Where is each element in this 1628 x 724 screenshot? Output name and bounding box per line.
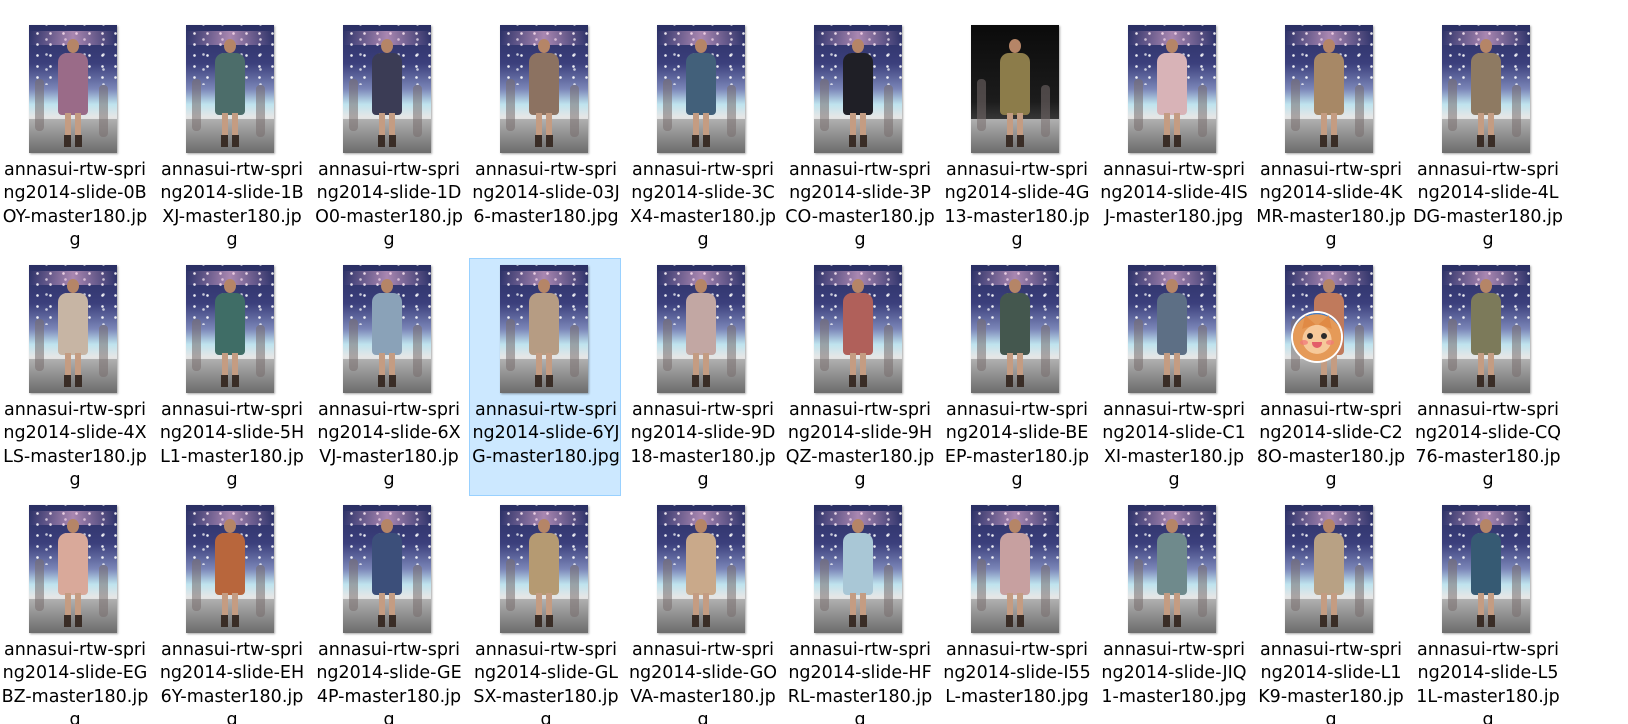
file-item[interactable]: annasui-rtw-spring2014-slide-EGBZ-master… [0,498,150,724]
image-thumbnail-icon [1285,25,1373,153]
image-thumbnail-icon [1285,265,1373,393]
file-name-label: annasui-rtw-spring2014-slide-5HL1-master… [159,400,305,490]
image-thumbnail-icon [186,265,274,393]
file-item[interactable]: annasui-rtw-spring2014-slide-1BXJ-master… [155,18,307,256]
file-item[interactable]: annasui-rtw-spring2014-slide-4G13-master… [940,18,1092,256]
file-item[interactable]: annasui-rtw-spring2014-slide-4ISJ-master… [1097,18,1249,256]
file-item[interactable]: annasui-rtw-spring2014-slide-9D18-master… [626,258,778,496]
image-thumbnail-icon [814,265,902,393]
file-name-label: annasui-rtw-spring2014-slide-4KMR-master… [1256,160,1406,250]
file-item[interactable]: annasui-rtw-spring2014-slide-C1XI-master… [1097,258,1249,496]
image-thumbnail-icon [1442,505,1530,633]
image-thumbnail-icon [657,265,745,393]
file-item[interactable]: annasui-rtw-spring2014-slide-4XLS-master… [0,258,150,496]
file-name-label: annasui-rtw-spring2014-slide-EH6Y-master… [159,640,305,724]
image-thumbnail-icon [29,25,117,153]
image-thumbnail-icon [186,25,274,153]
image-thumbnail-icon [29,265,117,393]
image-thumbnail-icon [657,25,745,153]
file-name-label: annasui-rtw-spring2014-slide-4XLS-master… [3,400,147,490]
file-item[interactable]: annasui-rtw-spring2014-slide-4KMR-master… [1254,18,1406,256]
file-name-label: annasui-rtw-spring2014-slide-GOVA-master… [628,640,778,724]
file-name-label: annasui-rtw-spring2014-slide-03J6-master… [472,160,620,227]
file-item[interactable]: annasui-rtw-spring2014-slide-GE4P-master… [312,498,464,724]
file-name-label: annasui-rtw-spring2014-slide-0BOY-master… [2,160,148,250]
file-name-label: annasui-rtw-spring2014-slide-6XVJ-master… [317,400,461,490]
image-thumbnail-icon [971,505,1059,633]
file-name-label: annasui-rtw-spring2014-slide-1DO0-master… [315,160,463,250]
file-name-label: annasui-rtw-spring2014-slide-4LDG-master… [1413,160,1563,250]
file-name-label: annasui-rtw-spring2014-slide-C28O-master… [1256,400,1406,490]
file-item[interactable]: annasui-rtw-spring2014-slide-5HL1-master… [155,258,307,496]
file-name-label: annasui-rtw-spring2014-slide-BEEP-master… [944,400,1090,490]
image-thumbnail-icon [29,505,117,633]
file-name-label: annasui-rtw-spring2014-slide-EGBZ-master… [1,640,149,724]
file-item[interactable]: annasui-rtw-spring2014-slide-1DO0-master… [312,18,464,256]
file-name-label: annasui-rtw-spring2014-slide-3CX4-master… [629,160,777,250]
file-name-label: annasui-rtw-spring2014-slide-9HQZ-master… [785,400,935,490]
image-thumbnail-icon [1442,25,1530,153]
file-item[interactable]: annasui-rtw-spring2014-slide-9HQZ-master… [783,258,935,496]
file-item[interactable]: annasui-rtw-spring2014-slide-GOVA-master… [626,498,778,724]
file-name-label: annasui-rtw-spring2014-slide-1BXJ-master… [160,160,304,250]
image-thumbnail-icon [1442,265,1530,393]
file-name-label: annasui-rtw-spring2014-slide-GE4P-master… [316,640,462,724]
image-thumbnail-icon [1128,265,1216,393]
file-name-label: annasui-rtw-spring2014-slide-L1K9-master… [1258,640,1404,724]
file-item[interactable]: annasui-rtw-spring2014-slide-CQ76-master… [1411,258,1563,496]
file-item[interactable]: annasui-rtw-spring2014-slide-6XVJ-master… [312,258,464,496]
file-name-label: annasui-rtw-spring2014-slide-HFRL-master… [787,640,933,724]
file-name-label: annasui-rtw-spring2014-slide-3PCO-master… [785,160,935,250]
image-thumbnail-icon [343,505,431,633]
file-item[interactable]: annasui-rtw-spring2014-slide-BEEP-master… [940,258,1092,496]
file-item[interactable]: annasui-rtw-spring2014-slide-3CX4-master… [626,18,778,256]
file-item[interactable]: annasui-rtw-spring2014-slide-JIQ1-master… [1097,498,1249,724]
image-thumbnail-icon [971,265,1059,393]
image-thumbnail-icon [1285,505,1373,633]
image-thumbnail-icon [500,265,588,393]
file-item[interactable]: annasui-rtw-spring2014-slide-HFRL-master… [783,498,935,724]
image-thumbnail-icon [500,505,588,633]
file-name-label: annasui-rtw-spring2014-slide-6YJG-master… [472,400,620,467]
image-thumbnail-icon [1128,25,1216,153]
file-item[interactable]: annasui-rtw-spring2014-slide-L51L-master… [1411,498,1563,724]
image-thumbnail-icon [814,505,902,633]
file-name-label: annasui-rtw-spring2014-slide-4ISJ-master… [1100,160,1248,227]
file-item[interactable]: annasui-rtw-spring2014-slide-I55L-master… [940,498,1092,724]
file-name-label: annasui-rtw-spring2014-slide-CQ76-master… [1414,400,1562,490]
file-item[interactable]: annasui-rtw-spring2014-slide-03J6-master… [469,18,621,256]
image-thumbnail-icon [343,265,431,393]
file-item[interactable]: annasui-rtw-spring2014-slide-L1K9-master… [1254,498,1406,724]
image-thumbnail-icon [1128,505,1216,633]
file-name-label: annasui-rtw-spring2014-slide-9D18-master… [630,400,776,490]
image-thumbnail-icon [657,505,745,633]
cat-sticker-icon [1293,313,1341,361]
file-item[interactable]: annasui-rtw-spring2014-slide-C28O-master… [1254,258,1406,496]
file-item[interactable]: annasui-rtw-spring2014-slide-4LDG-master… [1411,18,1563,256]
file-item[interactable]: annasui-rtw-spring2014-slide-EH6Y-master… [155,498,307,724]
image-thumbnail-icon [343,25,431,153]
image-thumbnail-icon [814,25,902,153]
image-thumbnail-icon [500,25,588,153]
file-item[interactable]: annasui-rtw-spring2014-slide-6YJG-master… [469,258,621,496]
file-name-label: annasui-rtw-spring2014-slide-L51L-master… [1416,640,1560,724]
file-item[interactable]: annasui-rtw-spring2014-slide-0BOY-master… [0,18,150,256]
file-item[interactable]: annasui-rtw-spring2014-slide-3PCO-master… [783,18,935,256]
file-name-label: annasui-rtw-spring2014-slide-GLSX-master… [473,640,619,724]
image-thumbnail-icon [971,25,1059,153]
image-thumbnail-icon [186,505,274,633]
file-name-label: annasui-rtw-spring2014-slide-4G13-master… [944,160,1090,250]
file-name-label: annasui-rtw-spring2014-slide-I55L-master… [943,640,1091,707]
file-name-label: annasui-rtw-spring2014-slide-C1XI-master… [1102,400,1246,490]
file-item[interactable]: annasui-rtw-spring2014-slide-GLSX-master… [469,498,621,724]
file-name-label: annasui-rtw-spring2014-slide-JIQ1-master… [1101,640,1247,707]
